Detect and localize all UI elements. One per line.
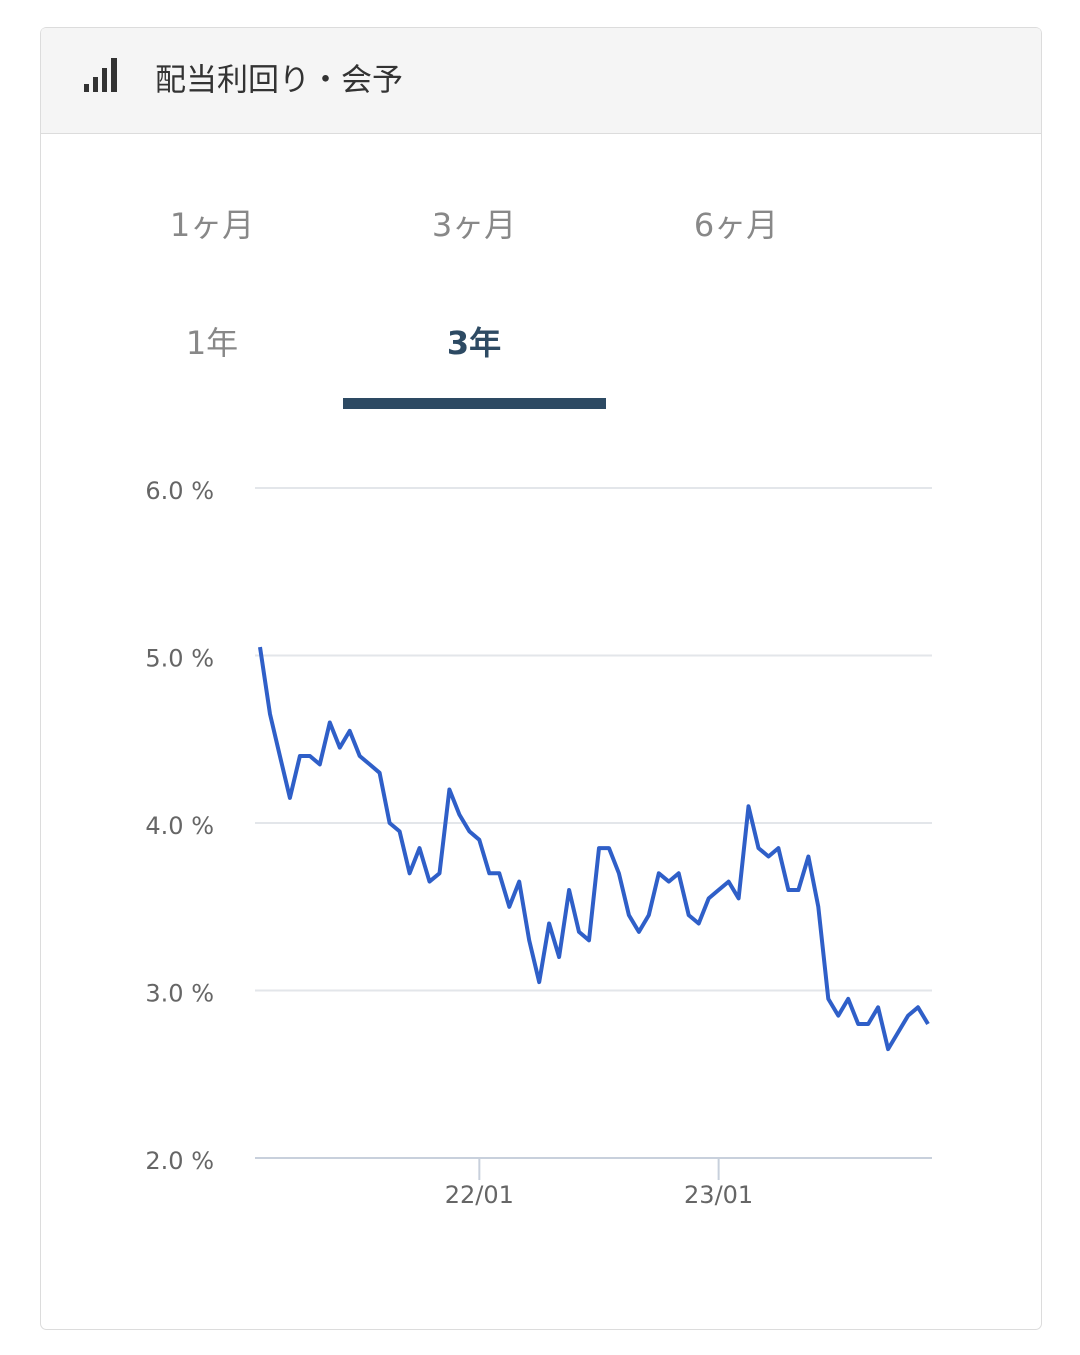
y-tick-label: 2.0 % bbox=[145, 1147, 214, 1175]
y-tick-label: 4.0 % bbox=[145, 812, 214, 840]
line-series bbox=[258, 646, 930, 1052]
card-title: 配当利回り・会予 bbox=[155, 63, 403, 99]
x-tick-label: 22/01 bbox=[445, 1181, 514, 1209]
tab-indicator bbox=[343, 398, 606, 409]
tab[interactable]: 6ヶ月 bbox=[694, 206, 778, 244]
y-tick-label: 5.0 % bbox=[145, 645, 214, 673]
tab[interactable]: 1年 bbox=[186, 324, 238, 362]
card bbox=[40, 27, 1042, 1330]
tab[interactable]: 3ヶ月 bbox=[432, 206, 516, 244]
card-header bbox=[41, 28, 1041, 133]
x-tick-label: 23/01 bbox=[684, 1181, 753, 1209]
y-tick-label: 6.0 % bbox=[145, 477, 214, 505]
tab[interactable]: 3年 bbox=[447, 324, 501, 362]
y-tick-label: 3.0 % bbox=[145, 980, 214, 1008]
signal-icon bbox=[84, 58, 117, 92]
tab[interactable]: 1ヶ月 bbox=[170, 206, 254, 244]
